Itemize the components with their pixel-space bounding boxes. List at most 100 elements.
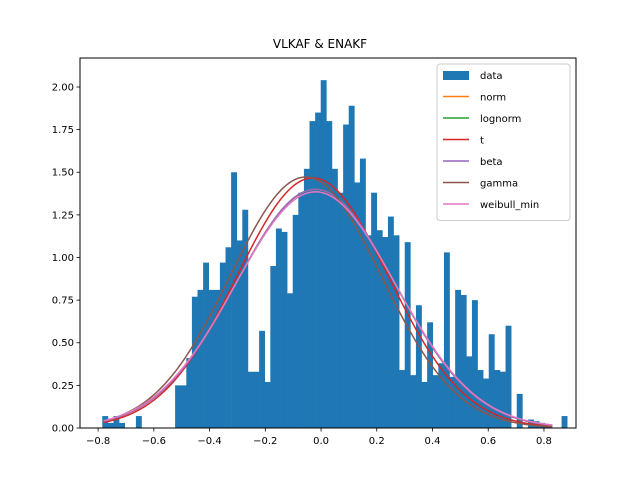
y-tick-label: 0.50 bbox=[52, 338, 74, 349]
y-tick-label: 1.75 bbox=[52, 125, 74, 136]
histogram-bar bbox=[275, 228, 282, 428]
legend-label-gamma: gamma bbox=[480, 179, 518, 190]
histogram-bar bbox=[382, 237, 389, 428]
legend-label-t: t bbox=[480, 136, 484, 147]
x-tick-label: −0.4 bbox=[197, 436, 221, 447]
histogram-bar bbox=[253, 371, 260, 428]
histogram-bar bbox=[331, 168, 338, 428]
histogram-bar bbox=[460, 295, 467, 428]
histogram-bar bbox=[432, 375, 439, 428]
legend-label-data: data bbox=[480, 71, 503, 82]
histogram-bar bbox=[203, 262, 210, 428]
x-tick-label: −0.2 bbox=[253, 436, 277, 447]
histogram-bar bbox=[113, 416, 120, 428]
histogram-bar bbox=[264, 381, 271, 428]
histogram-bar bbox=[225, 247, 232, 428]
histogram-bar bbox=[443, 252, 450, 428]
curve-gamma bbox=[103, 176, 553, 428]
x-tick-label: 0.8 bbox=[536, 436, 552, 447]
histogram-bar bbox=[326, 121, 333, 428]
x-axis: −0.8 −0.6 −0.4 −0.2 0.0 0.2 0.4 0.6 0.8 bbox=[86, 428, 552, 447]
histogram-bar bbox=[135, 416, 142, 428]
x-tick-label: 0.0 bbox=[313, 436, 329, 447]
histogram-bar bbox=[494, 370, 501, 428]
histogram-bar bbox=[387, 216, 394, 428]
legend-label-lognorm: lognorm bbox=[480, 114, 521, 125]
histogram-bar bbox=[247, 371, 254, 428]
histogram-bar bbox=[191, 296, 198, 428]
legend-box bbox=[436, 63, 571, 221]
histogram-bar bbox=[471, 300, 478, 428]
histogram-bar bbox=[438, 363, 445, 428]
y-tick-label: 1.25 bbox=[52, 210, 74, 221]
y-tick-label: 0.25 bbox=[52, 381, 74, 392]
histogram-bar bbox=[427, 322, 434, 428]
curve-t bbox=[103, 177, 553, 428]
histogram-bar bbox=[270, 266, 277, 428]
histogram-bar bbox=[180, 385, 187, 428]
histogram-bar bbox=[410, 375, 417, 428]
histogram-bar bbox=[292, 214, 299, 428]
legend-label-weibull-min: weibull_min bbox=[480, 200, 539, 211]
histogram-bar bbox=[242, 209, 249, 428]
histogram-bar bbox=[214, 289, 221, 428]
histogram-bar bbox=[404, 242, 411, 428]
y-tick-label: 2.00 bbox=[52, 82, 74, 93]
histogram-bar bbox=[231, 172, 238, 428]
histogram-bar bbox=[343, 124, 350, 428]
histogram-bar bbox=[359, 158, 366, 428]
y-axis: 0.00 0.25 0.50 0.75 1.00 1.25 1.50 1.75 2.00 bbox=[52, 82, 80, 435]
histogram-bar bbox=[415, 305, 422, 428]
histogram-bar bbox=[337, 192, 344, 428]
histogram-bar bbox=[421, 381, 428, 428]
histogram-bar bbox=[393, 235, 400, 428]
histogram-bar bbox=[499, 371, 506, 428]
y-tick-label: 1.00 bbox=[52, 253, 74, 264]
x-tick-label: 0.6 bbox=[480, 436, 496, 447]
histogram-bar bbox=[281, 231, 288, 428]
histogram-bar bbox=[186, 358, 193, 428]
histogram-bar bbox=[561, 416, 568, 428]
histogram-bar bbox=[119, 422, 125, 428]
histogram-bar bbox=[236, 240, 243, 428]
histogram-bar bbox=[298, 192, 305, 428]
y-tick-label: 0.00 bbox=[52, 424, 74, 435]
histogram-bar bbox=[505, 325, 512, 428]
y-tick-label: 0.75 bbox=[52, 296, 74, 307]
x-tick-label: −0.8 bbox=[86, 436, 110, 447]
histogram-bar bbox=[197, 289, 204, 428]
histogram-bar bbox=[354, 182, 361, 428]
histogram-bar bbox=[175, 385, 181, 428]
y-tick-label: 1.50 bbox=[52, 168, 74, 179]
histogram-bar bbox=[516, 393, 523, 428]
legend: data norm lognorm t beta gamma weibull_min bbox=[436, 63, 571, 221]
chart-title: VLKAF & ENAKF bbox=[273, 37, 367, 51]
histogram-bar bbox=[219, 262, 226, 428]
x-tick-label: −0.6 bbox=[142, 436, 166, 447]
histogram-bar bbox=[208, 289, 215, 428]
histogram-bar bbox=[320, 80, 327, 429]
histogram-bar bbox=[348, 105, 355, 429]
histogram-bar bbox=[107, 422, 114, 428]
histogram-bar bbox=[455, 289, 462, 428]
histogram-bar bbox=[399, 370, 406, 428]
curve-weibull-min bbox=[103, 191, 553, 426]
histogram-bar bbox=[376, 230, 383, 428]
histogram-bar bbox=[303, 168, 310, 428]
fit-curves bbox=[103, 176, 553, 428]
plot-frame bbox=[79, 57, 577, 429]
histogram-bar bbox=[315, 112, 322, 428]
histogram-bar bbox=[259, 330, 266, 428]
histogram-bar bbox=[371, 192, 378, 428]
histogram-bar bbox=[365, 235, 372, 428]
legend-label-norm: norm bbox=[480, 93, 506, 104]
legend-swatch-data bbox=[443, 71, 469, 80]
x-tick-label: 0.2 bbox=[369, 436, 385, 447]
histogram-bar bbox=[309, 121, 316, 428]
histogram-bar bbox=[488, 334, 495, 428]
legend-label-beta: beta bbox=[480, 157, 503, 168]
histogram-bar bbox=[287, 293, 294, 428]
x-tick-label: 0.4 bbox=[425, 436, 441, 447]
histogram-bar bbox=[449, 376, 456, 428]
